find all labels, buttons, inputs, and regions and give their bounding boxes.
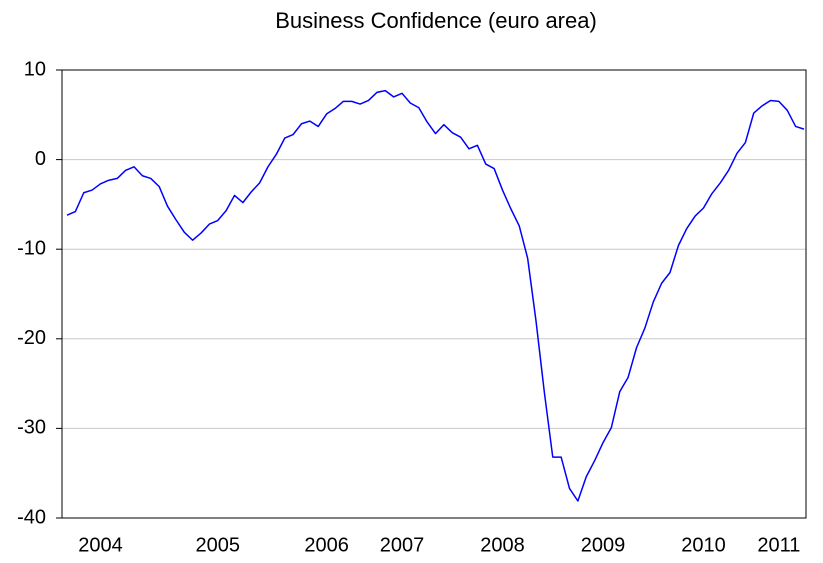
x-tick-label: 2006 <box>304 534 349 556</box>
x-tick-label: 2007 <box>380 534 425 556</box>
y-tick-label: -30 <box>17 417 46 439</box>
y-tick-label: -20 <box>17 327 46 349</box>
x-tick-label: 2008 <box>480 534 525 556</box>
x-tick-label: 2009 <box>581 534 626 556</box>
chart-title: Business Confidence (euro area) <box>275 8 597 33</box>
y-tick-label: -10 <box>17 237 46 259</box>
x-tick-label: 2010 <box>681 534 726 556</box>
plot-frame <box>61 69 807 519</box>
line-series <box>66 89 805 502</box>
x-tick-label: 2011 <box>757 534 800 556</box>
x-tick-label: 2004 <box>78 534 123 556</box>
y-tick-label: 10 <box>24 58 46 80</box>
x-tick-label: 2005 <box>196 534 241 556</box>
y-tick-label: 0 <box>35 148 46 170</box>
y-tick-label: -40 <box>17 506 46 528</box>
